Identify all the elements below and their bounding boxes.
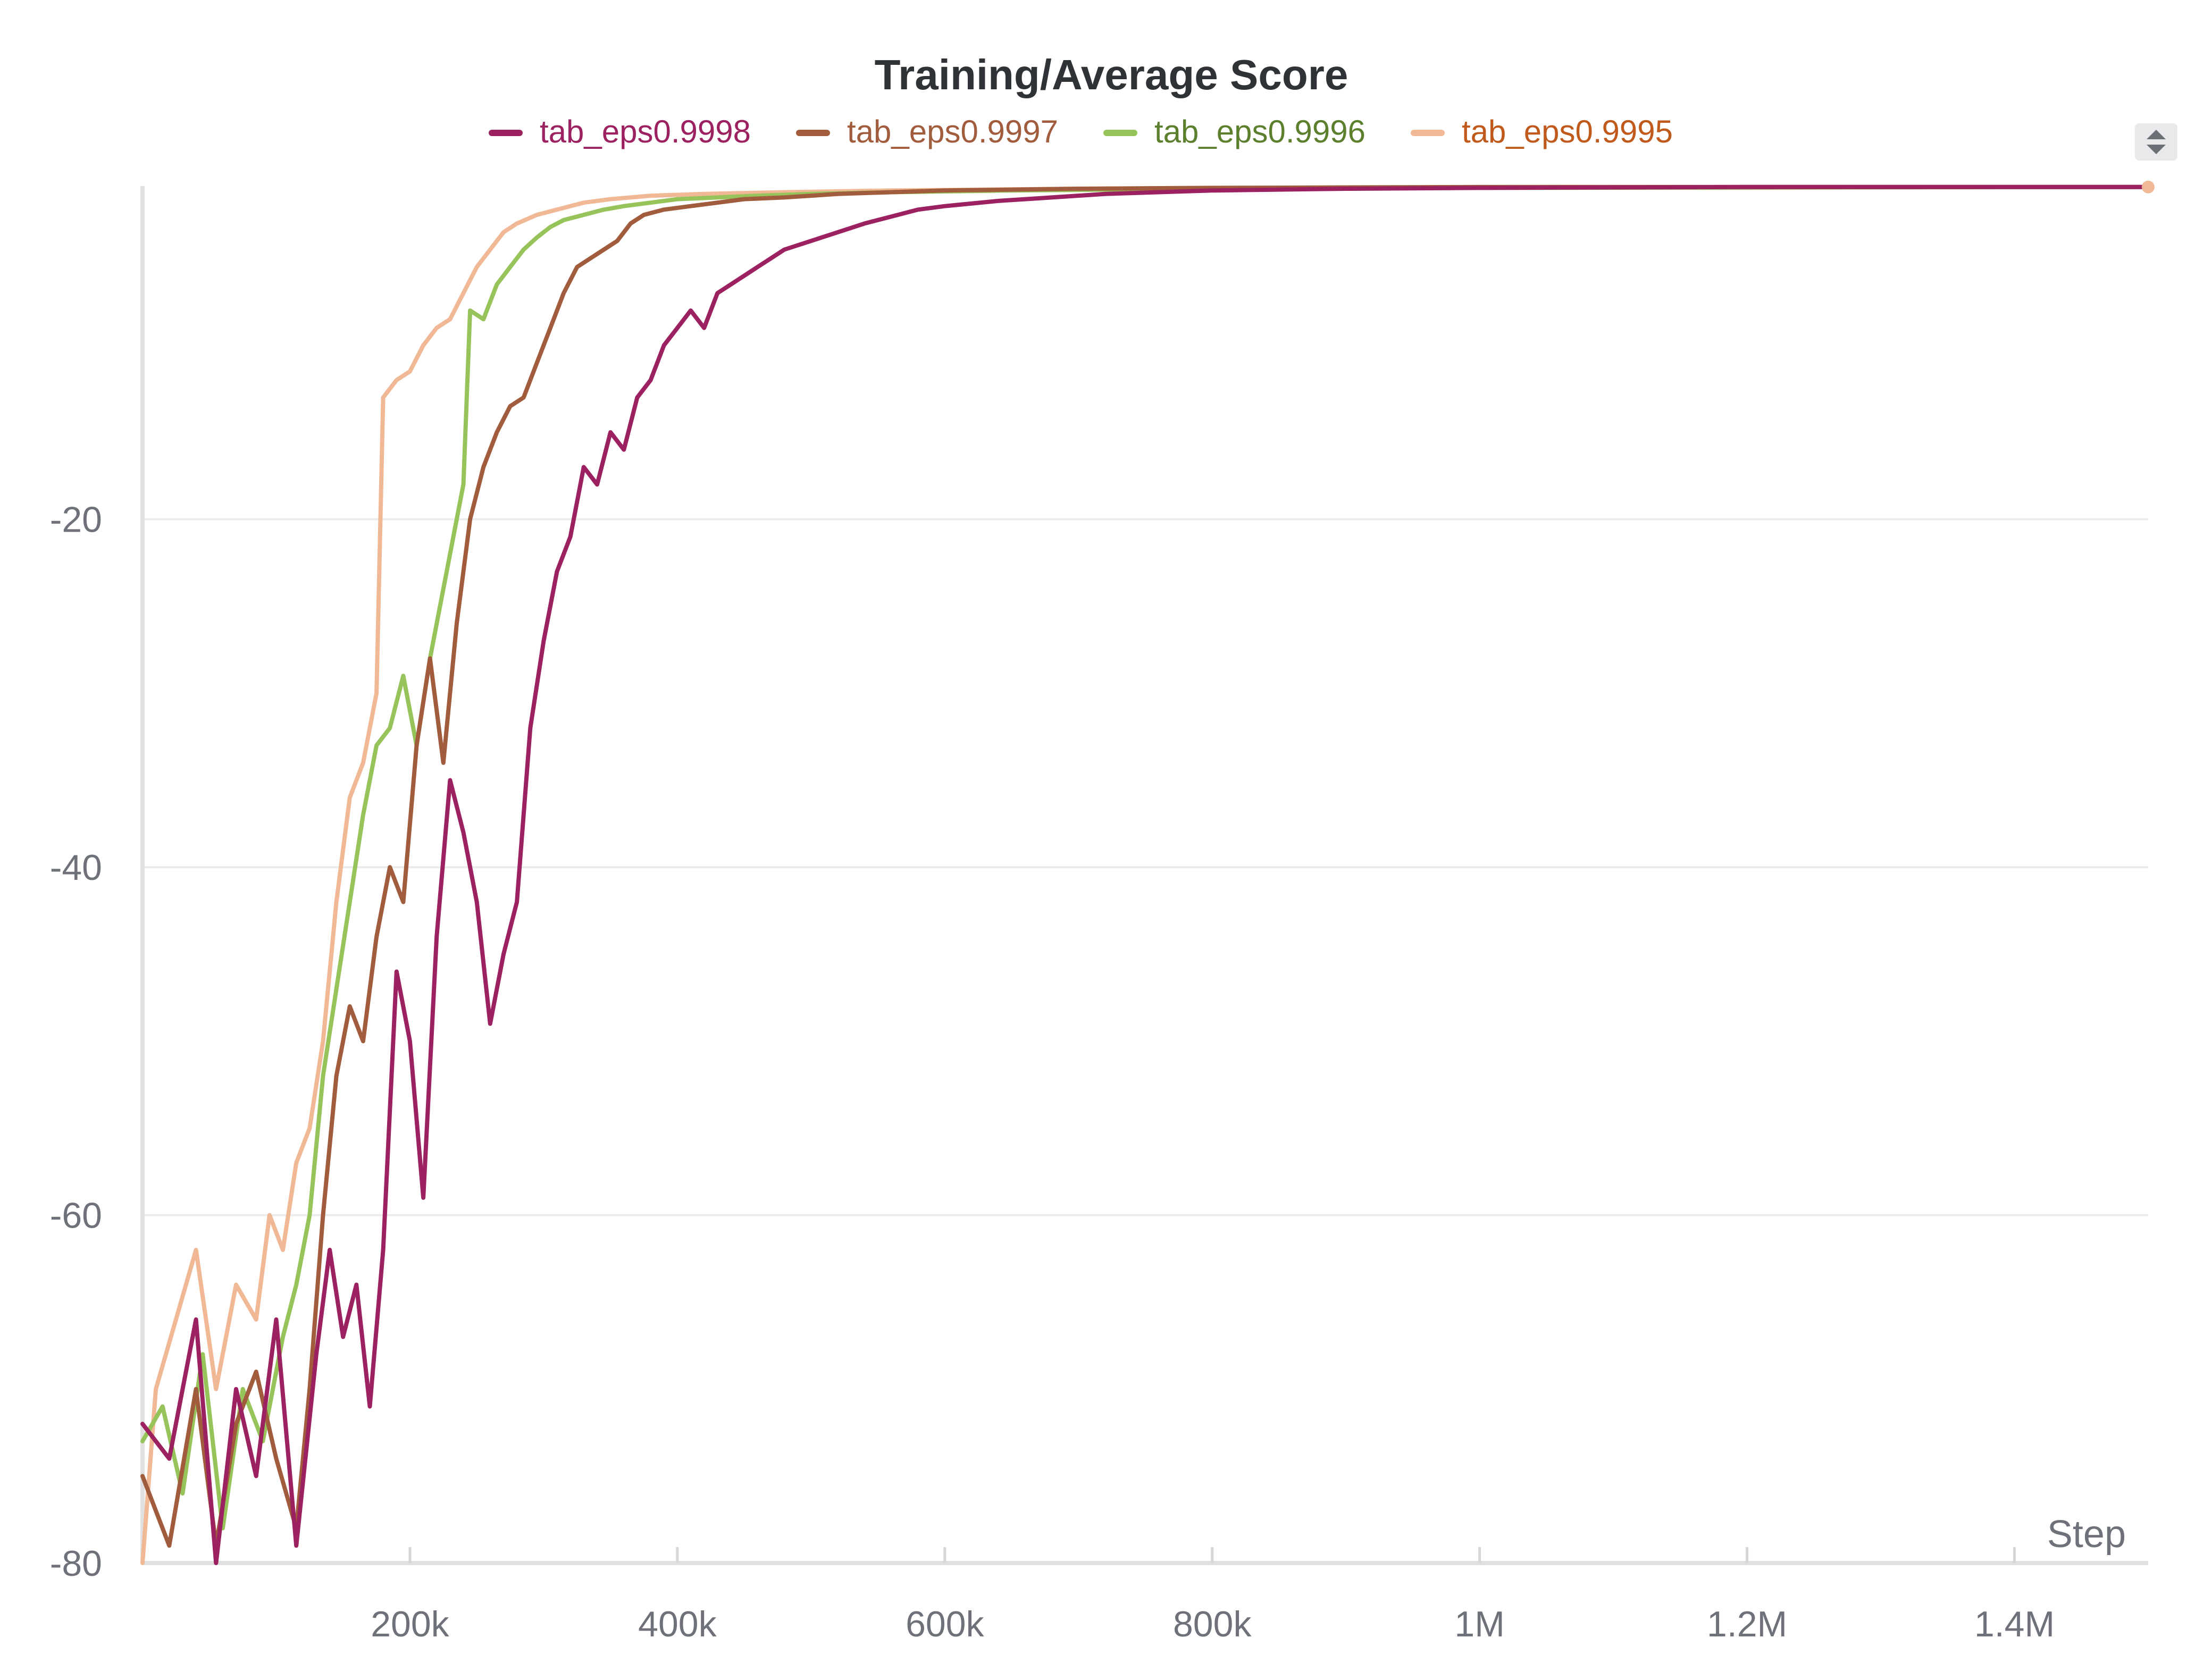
series-line-tab_eps0-9997: [140, 184, 2150, 1548]
series-line-tab_eps0-9995: [140, 184, 2150, 1565]
series-end-marker: [2142, 180, 2155, 194]
series-line-tab_eps0-9996: [140, 184, 2150, 1531]
y-axis-ticks: -20 -40 -60 -80: [50, 500, 102, 1584]
y-tick-label: -40: [50, 847, 102, 888]
y-tick-label: -60: [50, 1196, 102, 1236]
chart-title: Training/Average Score: [875, 51, 1348, 98]
legend: tab_eps0.9998 tab_eps0.9997 tab_eps0.9996 t…: [489, 114, 1673, 149]
y-tick-label: -80: [50, 1543, 102, 1584]
legend-item-label[interactable]: tab_eps0.9996: [1154, 114, 1365, 149]
legend-item-label[interactable]: tab_eps0.9995: [1462, 114, 1673, 149]
y-tick-label: -20: [50, 500, 102, 540]
x-axis-ticks: 200k 400k 600k 800k 1M 1.2M 1.4M: [371, 1547, 2055, 1644]
sort-up-down-icon: [2147, 130, 2166, 154]
series-group: [140, 184, 2150, 1565]
axes: [140, 186, 2148, 1565]
grid-lines: [143, 518, 2148, 1216]
x-tick-label: 600k: [906, 1604, 984, 1644]
x-tick-label: 1M: [1454, 1604, 1504, 1644]
x-tick-label: 200k: [371, 1604, 449, 1644]
series-line-tab_eps0-9998: [140, 184, 2150, 1565]
x-tick-label: 1.2M: [1707, 1604, 1787, 1644]
sort-button[interactable]: [2135, 123, 2177, 161]
legend-item-label[interactable]: tab_eps0.9998: [540, 114, 751, 149]
x-tick-label: 400k: [638, 1604, 717, 1644]
x-axis-title: Step: [2047, 1513, 2126, 1556]
legend-item-label[interactable]: tab_eps0.9997: [847, 114, 1058, 149]
x-tick-label: 800k: [1173, 1604, 1252, 1644]
series-end-markers: [2142, 180, 2155, 194]
x-tick-label: 1.4M: [1974, 1604, 2055, 1644]
